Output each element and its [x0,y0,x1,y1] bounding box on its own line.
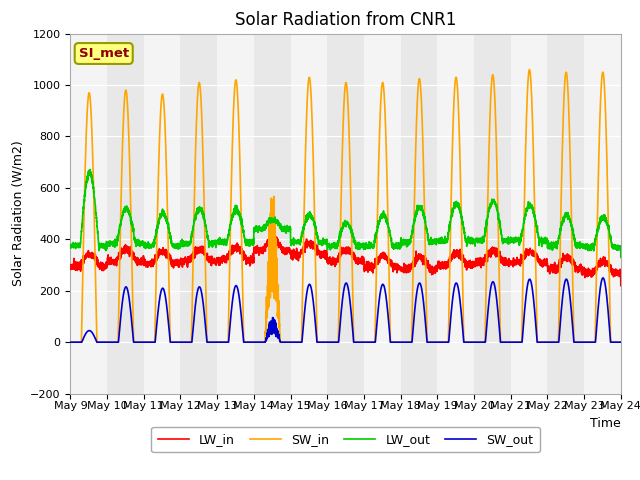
SW_out [67,339,74,345]
SW_out [617,339,625,345]
Bar [144,34,180,394]
SW_out [166,329,173,335]
SW_out [438,339,446,345]
SW_out [325,339,333,345]
SW_in [525,67,533,72]
LW_out [617,254,625,260]
X-axis label: Time: Time [590,417,621,430]
LW_in [469,263,477,268]
Bar [70,34,107,394]
LW_in [325,256,333,262]
Y-axis label: Solar Radiation (W/m2): Solar Radiation (W/m2) [12,141,24,287]
LW_out [616,244,624,250]
LW_in [67,265,74,271]
LW_out [469,236,477,241]
SW_out [469,339,477,345]
LW_out [438,238,446,243]
LW_out [325,242,333,248]
SW_in [325,339,333,345]
SW_out [500,339,508,345]
Text: SI_met: SI_met [79,47,129,60]
SW_in [500,339,508,345]
Bar [291,34,327,394]
Line: SW_in: SW_in [70,70,621,342]
LW_in [268,232,276,238]
Bar [217,34,254,394]
LW_out [67,245,74,251]
LW_out [166,230,173,236]
SW_in [438,339,446,345]
Bar [437,34,474,394]
Line: LW_in: LW_in [70,235,621,286]
LW_in [166,253,173,259]
SW_in [617,339,625,345]
Line: LW_out: LW_out [70,169,621,257]
SW_in [166,293,173,299]
Line: SW_out: SW_out [70,278,621,342]
SW_out [616,339,624,345]
SW_out [599,275,607,281]
LW_out [500,238,508,243]
SW_in [616,339,624,345]
SW_in [469,339,477,345]
LW_in [617,283,625,288]
Bar [584,34,621,394]
LW_out [86,167,94,172]
Title: Solar Radiation from CNR1: Solar Radiation from CNR1 [235,11,456,29]
LW_in [500,261,508,267]
LW_in [438,259,446,264]
Legend: LW_in, SW_in, LW_out, SW_out: LW_in, SW_in, LW_out, SW_out [152,427,540,452]
Bar [511,34,547,394]
Bar [364,34,401,394]
LW_in [616,272,624,277]
SW_in [67,339,74,345]
